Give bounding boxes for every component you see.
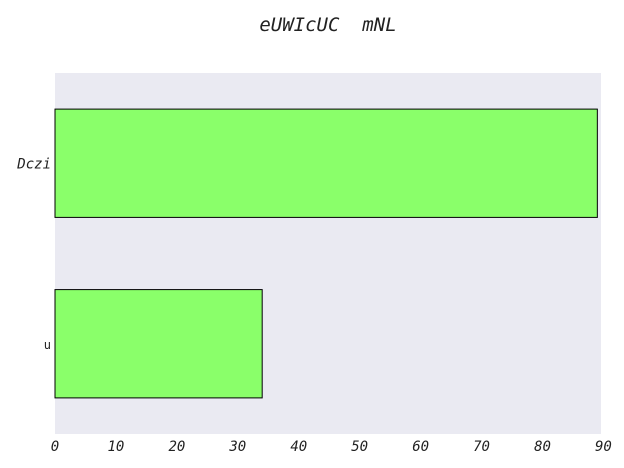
bars-group xyxy=(54,108,598,399)
x-tick-label-7: 70 xyxy=(473,439,490,455)
chart-title: eUWIcUC mNL xyxy=(259,14,396,36)
category-labels: Dczi u xyxy=(16,156,51,352)
category-label-1: u xyxy=(44,338,51,352)
bar-1 xyxy=(54,289,263,399)
x-tick-label-0: 0 xyxy=(51,439,59,455)
x-tick-label-2: 20 xyxy=(168,439,185,455)
category-label-0: Dczi xyxy=(16,156,51,172)
x-tick-label-1: 10 xyxy=(108,439,125,455)
bar-0 xyxy=(54,108,598,218)
x-axis-ticks: 0 10 20 30 40 50 60 70 80 90 xyxy=(51,439,612,455)
x-tick-label-9: 90 xyxy=(595,439,612,455)
x-tick-label-8: 80 xyxy=(534,439,551,455)
x-tick-label-4: 40 xyxy=(290,439,307,455)
x-tick-label-5: 50 xyxy=(351,439,368,455)
x-tick-label-3: 30 xyxy=(228,439,246,455)
x-tick-label-6: 60 xyxy=(412,439,429,455)
